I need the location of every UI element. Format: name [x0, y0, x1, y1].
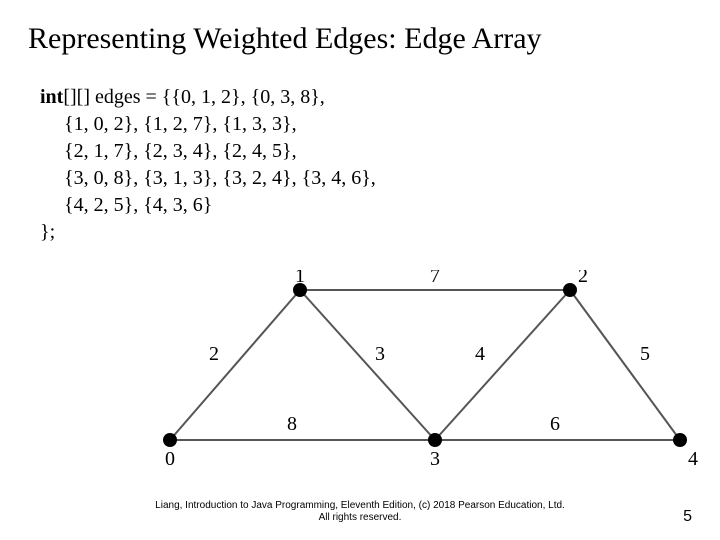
code-block: int[][] edges = {{0, 1, 2}, {0, 3, 8}, {…	[0, 56, 720, 246]
node-label: 1	[295, 270, 305, 287]
edge-weight-label: 6	[550, 413, 560, 435]
code-line-decl: int[][] edges = {{0, 1, 2}, {0, 3, 8},	[40, 84, 720, 111]
node-label: 3	[430, 448, 440, 470]
graph-edge	[570, 290, 680, 440]
node-label: 4	[688, 448, 698, 470]
graph-edge	[300, 290, 435, 440]
footer-line1: Liang, Introduction to Java Programming,…	[0, 500, 720, 512]
edge-weight-label: 5	[640, 343, 650, 365]
edge-weight-label: 3	[375, 343, 385, 365]
slide-title: Representing Weighted Edges: Edge Array	[0, 0, 720, 56]
edge-weight-label: 4	[475, 343, 485, 365]
graph-node	[673, 433, 687, 447]
code-line: {3, 0, 8}, {3, 1, 3}, {3, 2, 4}, {3, 4, …	[40, 165, 720, 192]
page-number: 5	[683, 508, 692, 526]
code-line: {2, 1, 7}, {2, 3, 4}, {2, 4, 5},	[40, 138, 720, 165]
edge-weight-label: 2	[209, 343, 219, 365]
footer-line2: All rights reserved.	[0, 512, 720, 524]
edge-weight-label: 8	[287, 413, 297, 435]
graph-edge	[170, 290, 300, 440]
graph-diagram: 2 8 7 3 4 5 6 0 1 2 3 4	[140, 270, 700, 470]
edge-weight-label: 7	[430, 270, 440, 287]
code-line: {1, 0, 2}, {1, 2, 7}, {1, 3, 3},	[40, 111, 720, 138]
code-close: };	[40, 219, 720, 246]
keyword-int: int	[40, 86, 63, 108]
decl-rest: [][] edges = {{0, 1, 2}, {0, 3, 8},	[63, 86, 324, 108]
graph-node	[563, 283, 577, 297]
footer-citation: Liang, Introduction to Java Programming,…	[0, 500, 720, 524]
graph-node	[428, 433, 442, 447]
graph-svg: 2 8 7 3 4 5 6 0 1 2 3 4	[140, 270, 700, 470]
node-label: 0	[165, 448, 175, 470]
graph-node	[163, 433, 177, 447]
code-line: {4, 2, 5}, {4, 3, 6}	[40, 192, 720, 219]
node-label: 2	[578, 270, 588, 287]
